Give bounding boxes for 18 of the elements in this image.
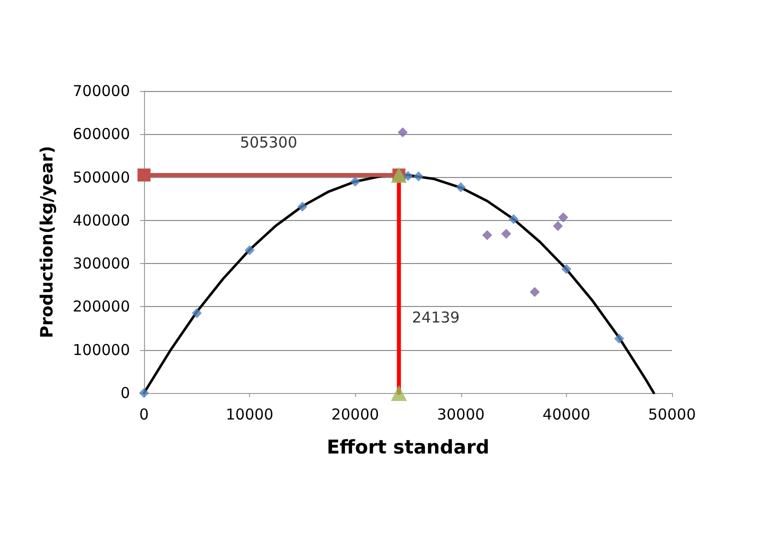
x-tick-label: 10000	[226, 406, 274, 424]
y-tick-label: 400000	[72, 211, 130, 230]
x-tick-label: 30000	[436, 406, 485, 424]
x-axis-title: Effort standard	[326, 436, 490, 458]
x-tick-label: 50000	[648, 406, 696, 424]
annotation: 505300	[240, 134, 298, 152]
y-axis-title: Production(kg/year)	[38, 146, 58, 338]
y-tick-label: 700000	[72, 82, 130, 100]
y-tick-label: 200000	[72, 298, 130, 316]
x-tick-label: 40000	[542, 406, 590, 424]
y-tick-label: 500000	[72, 168, 130, 186]
y-tick-label: 600000	[72, 125, 130, 144]
y-tick-label: 0	[120, 384, 130, 402]
x-tick-label: 20000	[331, 406, 380, 424]
x-tick-label: 0	[139, 406, 149, 424]
y-tick-label: 100000	[72, 340, 130, 359]
y-tick-label: 300000	[72, 254, 130, 273]
annotation: 24139	[412, 308, 460, 326]
